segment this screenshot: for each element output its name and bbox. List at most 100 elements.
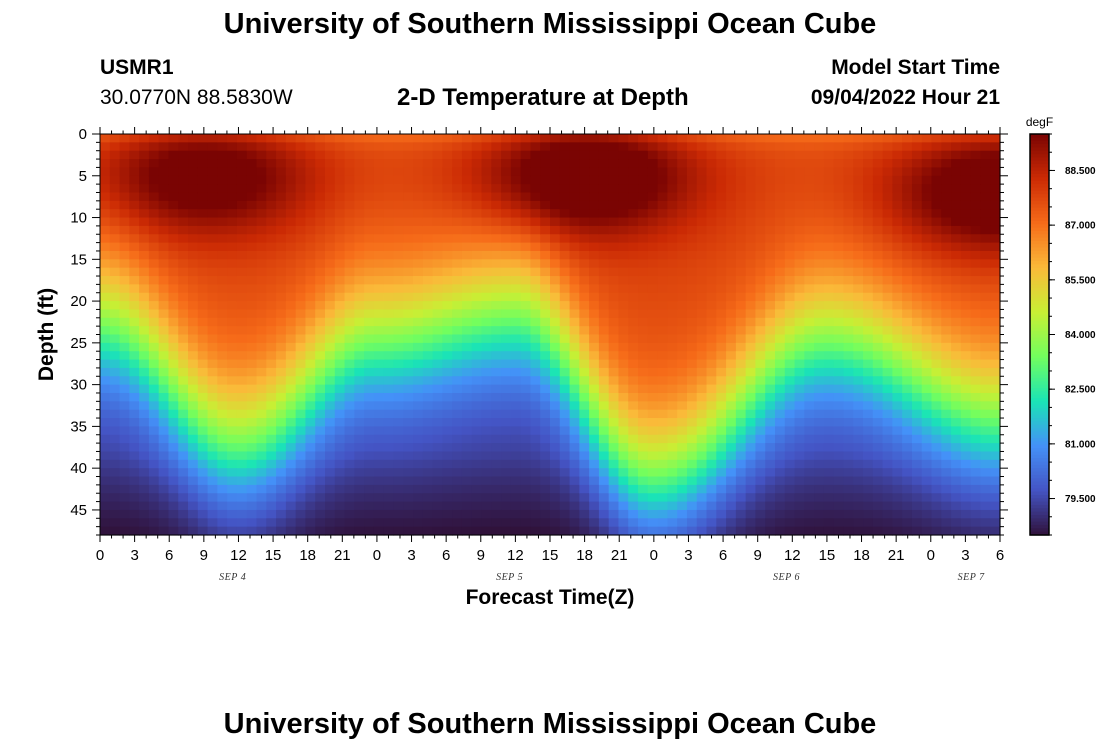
heatmap-cell <box>197 376 209 386</box>
heatmap-cell <box>354 434 365 444</box>
heatmap-cell <box>814 509 825 519</box>
heatmap-cell <box>227 326 238 336</box>
heatmap-cell <box>677 484 688 494</box>
heatmap-cell <box>863 459 874 469</box>
heatmap-cell <box>403 468 414 478</box>
heatmap-cell <box>432 476 443 486</box>
heatmap-cell <box>442 326 453 336</box>
heatmap-cell <box>197 142 209 152</box>
heatmap-cell <box>784 217 796 227</box>
heatmap-cell <box>119 309 130 319</box>
heatmap-cell <box>305 167 316 177</box>
heatmap-cell <box>285 200 297 210</box>
heatmap-cell <box>461 493 473 503</box>
heatmap-cell <box>863 317 874 327</box>
heatmap-cell <box>647 484 659 494</box>
heatmap-cell <box>569 209 580 219</box>
heatmap-cell <box>735 367 747 377</box>
heatmap-cell <box>696 342 708 352</box>
heatmap-cell <box>393 242 404 252</box>
heatmap-cell <box>334 334 346 344</box>
heatmap-cell <box>403 284 414 294</box>
heatmap-cell <box>990 217 1001 227</box>
heatmap-cell <box>422 443 434 453</box>
heatmap-cell <box>501 451 512 461</box>
heatmap-cell <box>227 234 238 244</box>
heatmap-cell <box>667 434 678 444</box>
heatmap-cell <box>119 159 130 169</box>
heatmap-cell <box>148 150 160 160</box>
heatmap-cell <box>491 225 502 235</box>
heatmap-cell <box>491 209 502 219</box>
heatmap-cell <box>256 209 267 219</box>
heatmap-cell <box>951 509 962 519</box>
colorbar-segment <box>1030 284 1049 289</box>
heatmap-cell <box>559 342 571 352</box>
heatmap-cell <box>911 192 923 202</box>
heatmap-cell <box>413 384 424 394</box>
heatmap-cell <box>305 468 316 478</box>
heatmap-cell <box>863 167 874 177</box>
heatmap-cell <box>726 468 737 478</box>
heatmap-cell <box>178 434 189 444</box>
heatmap-cell <box>129 409 140 419</box>
colorbar-segment <box>1030 347 1049 352</box>
heatmap-cell <box>686 518 698 528</box>
heatmap-cell <box>403 209 414 219</box>
heatmap-cell <box>148 234 160 244</box>
heatmap-cell <box>794 367 805 377</box>
heatmap-cell <box>667 134 678 143</box>
heatmap-cell <box>422 301 434 311</box>
heatmap-cell <box>491 167 502 177</box>
heatmap-cell <box>540 451 551 461</box>
heatmap-cell <box>569 192 580 202</box>
heatmap-cell <box>980 359 991 369</box>
heatmap-cell <box>109 184 121 194</box>
heatmap-cell <box>716 509 727 519</box>
heatmap-cell <box>618 459 629 469</box>
heatmap-cell <box>520 284 532 294</box>
heatmap-cell <box>833 334 845 344</box>
heatmap-cell <box>735 376 747 386</box>
heatmap-cell <box>775 142 786 152</box>
heatmap-cell <box>207 351 218 361</box>
heatmap-cell <box>726 159 737 169</box>
heatmap-cell <box>540 276 551 285</box>
heatmap-cell <box>931 225 942 235</box>
colorbar-segment <box>1030 314 1049 319</box>
heatmap-cell <box>481 142 492 152</box>
heatmap-cell <box>266 367 277 377</box>
heatmap-cell <box>383 443 395 453</box>
colorbar-unit: degF <box>1026 115 1053 129</box>
heatmap-cell <box>902 167 913 177</box>
heatmap-cell <box>980 250 991 260</box>
heatmap-cell <box>628 276 639 285</box>
heatmap-cell <box>383 351 395 361</box>
heatmap-cell <box>256 384 267 394</box>
heatmap-cell <box>618 209 629 219</box>
heatmap-cell <box>686 301 698 311</box>
heatmap-cell <box>510 267 522 277</box>
heatmap-cell <box>295 284 307 294</box>
heatmap-cell <box>354 217 365 227</box>
colorbar-segment <box>1030 311 1049 316</box>
heatmap-cell <box>892 217 903 227</box>
heatmap-cell <box>452 392 463 402</box>
heatmap-cell <box>188 409 199 419</box>
heatmap-cell <box>373 518 385 528</box>
heatmap-cell <box>491 276 502 285</box>
heatmap-cell <box>931 426 942 436</box>
heatmap-cell <box>696 175 708 185</box>
heatmap-cell <box>980 167 991 177</box>
heatmap-cell <box>726 150 737 160</box>
heatmap-cell <box>657 234 668 244</box>
heatmap-cell <box>393 200 404 210</box>
heatmap-cell <box>745 217 757 227</box>
heatmap-cell <box>941 292 952 302</box>
heatmap-cell <box>383 459 395 469</box>
heatmap-cell <box>422 167 434 177</box>
heatmap-cell <box>911 459 923 469</box>
heatmap-cell <box>403 150 414 160</box>
heatmap-cell <box>217 501 228 511</box>
heatmap-cell <box>481 518 492 528</box>
